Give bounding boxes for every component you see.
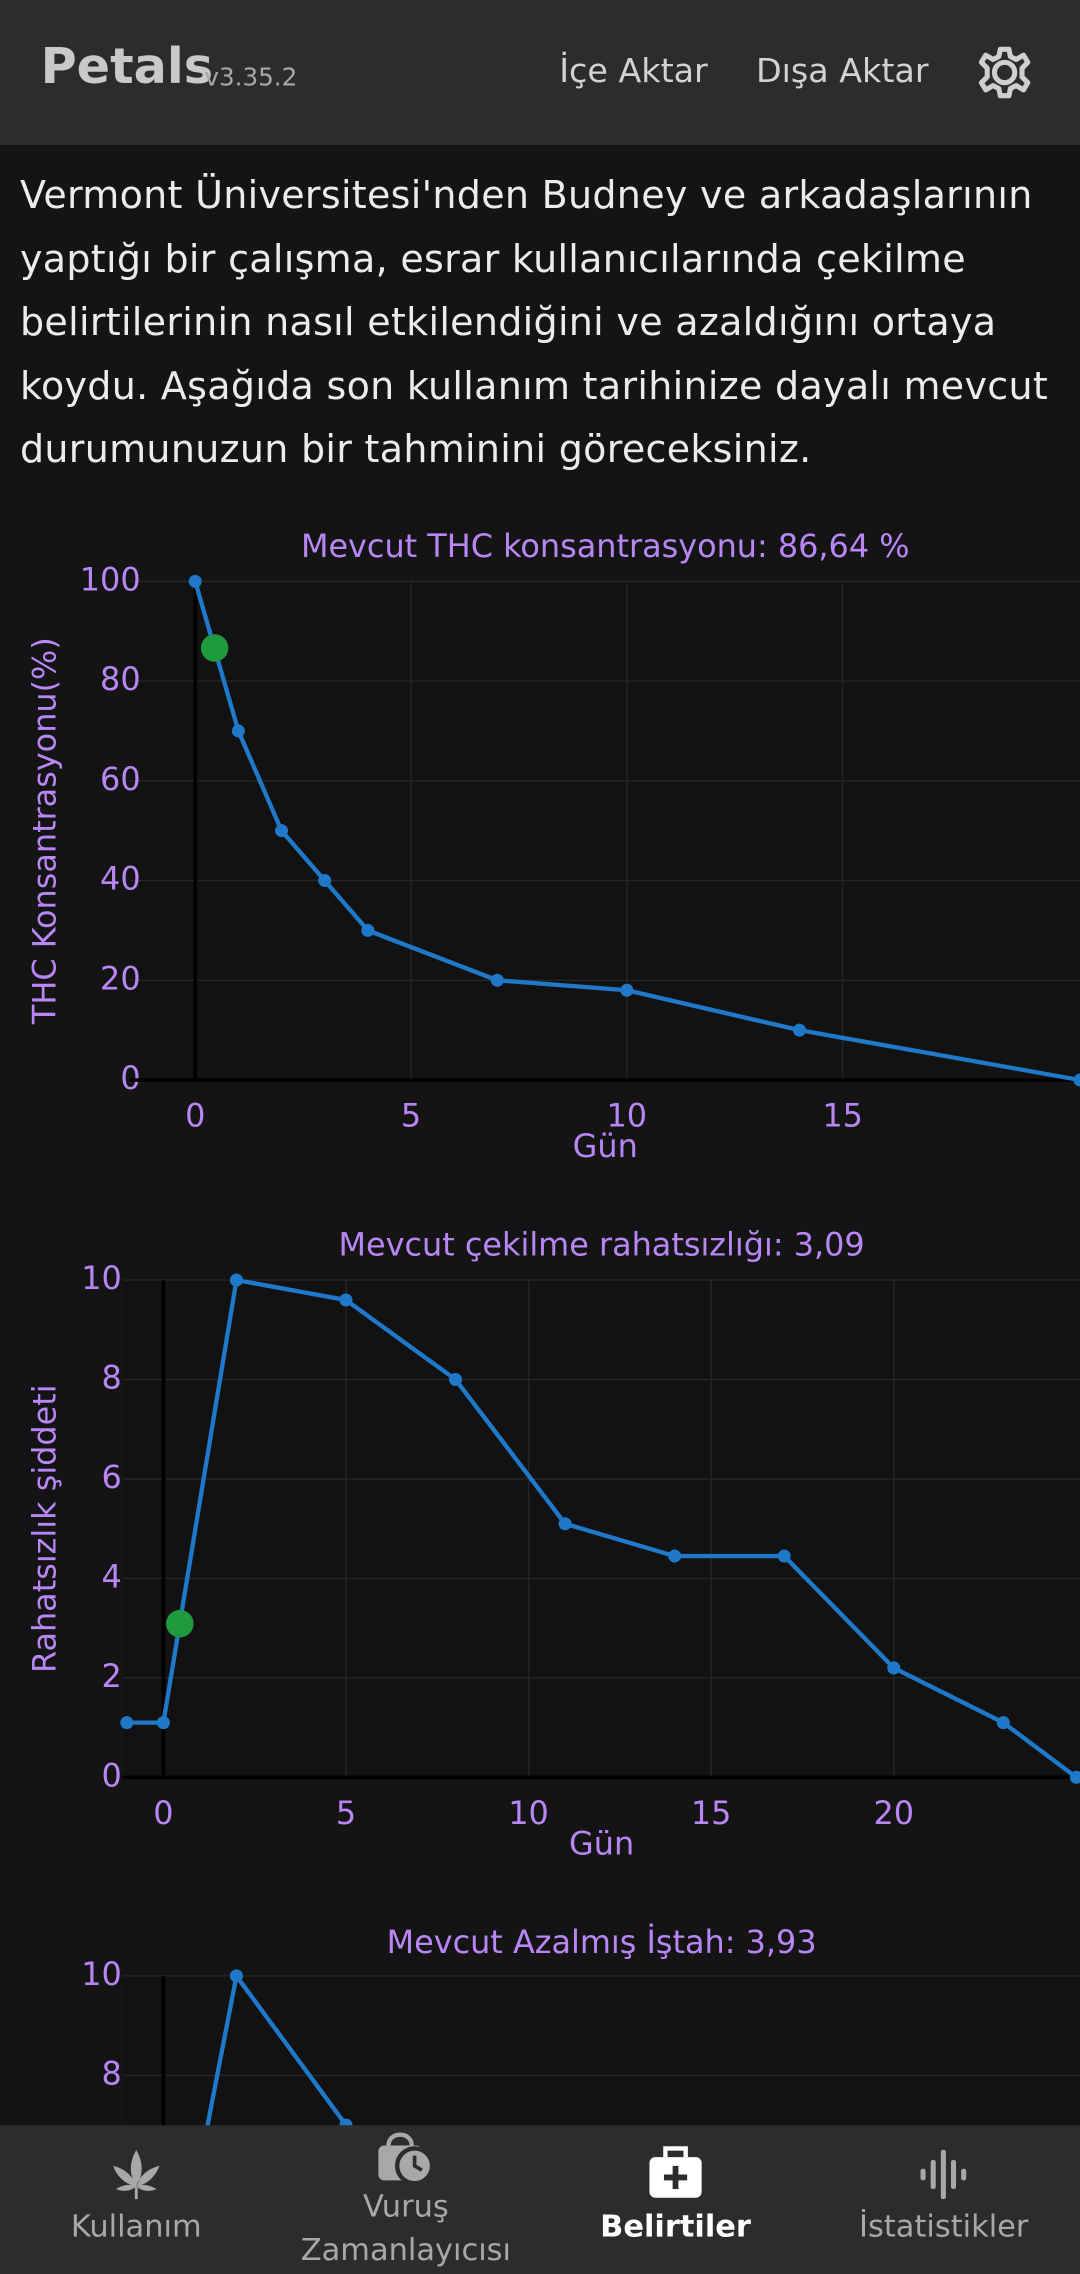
point <box>339 1293 353 1307</box>
point <box>229 1273 243 1287</box>
stats-icon <box>920 2149 967 2200</box>
nav-label[interactable]: Zamanlayıcısı <box>301 2233 511 2268</box>
y-tick-label: 100 <box>80 560 141 598</box>
y-tick-label: 20 <box>100 959 141 997</box>
export-button[interactable]: Dışa Aktar <box>756 51 929 90</box>
point <box>188 574 202 588</box>
chart-title: Mevcut Azalmış İştah: 3,93 <box>387 1923 817 1961</box>
current-marker <box>166 1609 194 1638</box>
y-tick-label: 0 <box>101 1756 121 1794</box>
nav-label[interactable]: Vuruş <box>363 2189 449 2224</box>
chart-title: Mevcut THC konsantrasyonu: 86,64 % <box>301 527 910 565</box>
bottom-nav <box>0 2125 1080 2274</box>
point <box>887 1661 901 1675</box>
point <box>318 874 332 888</box>
x-tick-label: 5 <box>336 1794 356 1832</box>
usage-icon <box>113 2149 160 2200</box>
point <box>120 1716 134 1730</box>
point <box>1069 1770 1080 1784</box>
nav-label[interactable]: Belirtiler <box>600 2210 751 2245</box>
x-tick-label: 20 <box>873 1794 914 1832</box>
y-tick-label: 10 <box>81 1259 122 1297</box>
point <box>275 824 289 838</box>
x-axis-title: Gün <box>573 1127 638 1165</box>
symptoms-icon <box>649 2146 702 2198</box>
timer-icon <box>378 2132 435 2186</box>
y-tick-label: 10 <box>81 1955 122 1993</box>
plot-area <box>123 1280 1080 1778</box>
y-axis-title: THC Konsantrasyonu(%) <box>25 637 63 1025</box>
settings-icon[interactable] <box>978 46 1031 99</box>
y-tick-label: 40 <box>100 860 141 898</box>
chart-title: Mevcut çekilme rahatsızlığı: 3,09 <box>339 1226 865 1264</box>
x-tick-label: 5 <box>401 1097 421 1135</box>
point <box>996 1716 1010 1730</box>
nav-label[interactable]: İstatistikler <box>859 2209 1029 2245</box>
x-axis-title: Gün <box>569 1824 634 1862</box>
x-tick-label: 0 <box>185 1097 205 1135</box>
x-tick-label: 10 <box>508 1794 549 1832</box>
point <box>777 1549 791 1563</box>
plot-area <box>130 581 1080 1081</box>
point <box>231 724 245 738</box>
point <box>361 923 375 937</box>
point <box>1073 1073 1080 1087</box>
point <box>620 983 634 997</box>
intro-text: Vermont Üniversitesi'nden Budney ve arka… <box>20 173 1049 471</box>
y-tick-label: 4 <box>101 1557 121 1595</box>
point <box>668 1549 682 1563</box>
series <box>120 1273 1080 1784</box>
series <box>188 574 1080 1087</box>
point <box>156 1716 170 1730</box>
y-tick-label: 2 <box>101 1657 121 1695</box>
point <box>229 1969 243 1983</box>
nav-label[interactable]: Kullanım <box>71 2210 202 2245</box>
current-marker <box>200 634 229 662</box>
y-tick-label: 0 <box>120 1059 140 1097</box>
point <box>558 1517 572 1531</box>
chart: Mevcut THC konsantrasyonu: 86,64 % 0 20 40 6… <box>25 527 1080 1165</box>
charts: Mevcut THC konsantrasyonu: 86,64 %020406… <box>25 527 1080 2274</box>
x-tick-label: 15 <box>691 1794 732 1832</box>
x-tick-label: 0 <box>153 1794 173 1832</box>
y-tick-label: 60 <box>100 760 141 798</box>
y-tick-label: 8 <box>101 2054 121 2092</box>
chart: Mevcut çekilme rahatsızlığı: 3,09 0 2 4 6 8 10… <box>25 1226 1080 1862</box>
point <box>792 1023 806 1037</box>
app-version: v3.35.2 <box>204 62 297 91</box>
x-tick-label: 15 <box>822 1097 863 1135</box>
point <box>449 1373 463 1387</box>
y-axis-title: Rahatsızlık şiddeti <box>25 1384 63 1673</box>
y-tick-label: 8 <box>101 1359 121 1397</box>
y-tick-label: 6 <box>101 1458 121 1496</box>
import-button[interactable]: İçe Aktar <box>559 51 708 90</box>
app-bar <box>0 0 1080 145</box>
point <box>490 973 504 987</box>
y-tick-label: 80 <box>100 660 141 698</box>
app-name: Petals <box>41 37 214 95</box>
x-tick-label: 10 <box>607 1097 648 1135</box>
